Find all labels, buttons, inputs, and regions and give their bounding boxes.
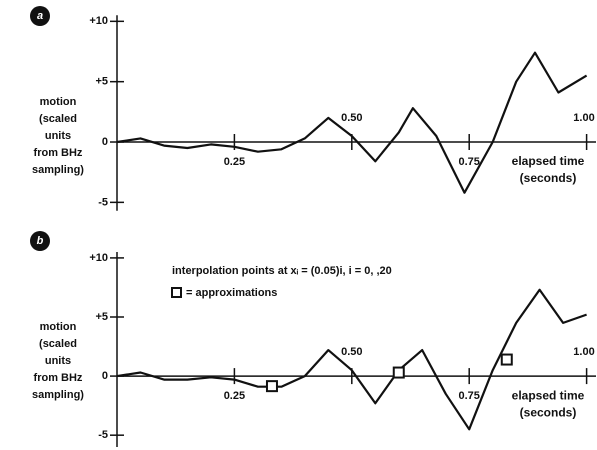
y-axis-label: units xyxy=(45,355,71,367)
approximation-point xyxy=(394,368,404,378)
y-tick-label: -5 xyxy=(98,196,108,208)
y-axis-label: from BHz xyxy=(34,372,83,384)
y-tick-label: 0 xyxy=(102,136,108,148)
legend-square xyxy=(172,288,181,297)
figure: a +10 +5 0 -5 0.25 0.50 0.75 1.00 motion (scaled un… xyxy=(0,0,597,450)
y-axis-label: motion xyxy=(40,96,77,108)
y-axis-label: units xyxy=(45,130,71,142)
y-tick-label: +5 xyxy=(95,76,108,88)
x-axis-label: elapsed time xyxy=(512,154,585,168)
x-tick-label: 0.50 xyxy=(341,112,362,124)
x-tick-label: 1.00 xyxy=(573,346,594,358)
y-axis-label: (scaled xyxy=(39,338,77,350)
y-tick-label: +10 xyxy=(89,15,108,27)
motion-line xyxy=(117,290,587,430)
x-axis-label: (seconds) xyxy=(520,405,577,419)
y-axis-label: motion xyxy=(40,321,77,333)
x-tick-label: 0.25 xyxy=(224,390,245,402)
x-tick-label: 0.50 xyxy=(341,346,362,358)
y-axis-label: from BHz xyxy=(34,147,83,159)
x-tick-label: 0.75 xyxy=(458,156,479,168)
approximation-point xyxy=(267,381,277,391)
note: interpolation points at xᵢ = (0.05)i, i … xyxy=(172,265,392,277)
y-axis-label: (scaled xyxy=(39,113,77,125)
y-tick-label: -5 xyxy=(98,429,108,441)
x-axis-label: (seconds) xyxy=(520,171,577,185)
y-axis-label: sampling) xyxy=(32,389,84,401)
y-tick-label: +5 xyxy=(95,311,108,323)
approximation-point xyxy=(502,355,512,365)
legend-text: = approximations xyxy=(186,287,277,299)
x-tick-label: 0.25 xyxy=(224,156,245,168)
x-tick-label: 0.75 xyxy=(458,390,479,402)
panel-label: b xyxy=(37,235,44,247)
x-tick-label: 1.00 xyxy=(573,112,594,124)
y-tick-label: +10 xyxy=(89,252,108,264)
y-axis-label: sampling) xyxy=(32,164,84,176)
x-axis-label: elapsed time xyxy=(512,388,585,402)
y-tick-label: 0 xyxy=(102,370,108,382)
panel-label: a xyxy=(37,10,43,22)
